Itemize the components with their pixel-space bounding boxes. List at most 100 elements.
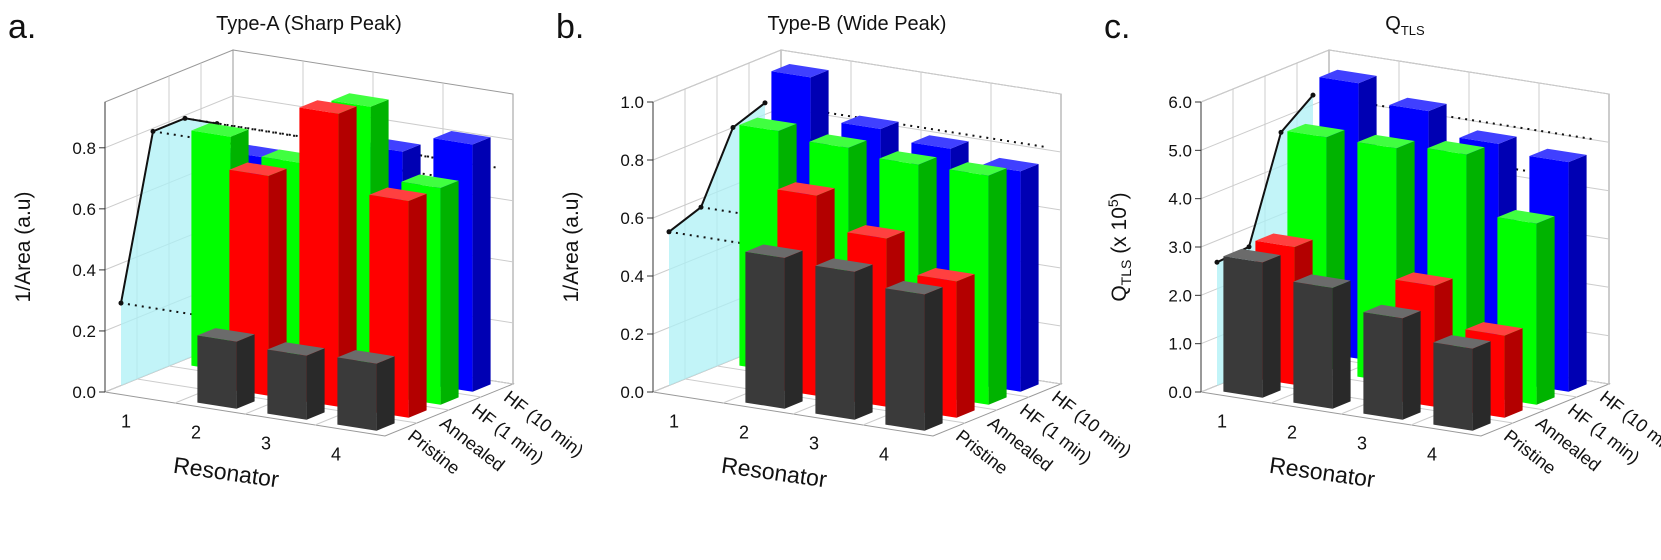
bar-top bbox=[1255, 233, 1313, 247]
panel-label: b. bbox=[556, 8, 584, 46]
bar-side bbox=[1568, 154, 1587, 392]
bar-top bbox=[847, 225, 905, 239]
grid-line bbox=[1200, 49, 1610, 103]
y-tick-label: 0.2 bbox=[72, 322, 96, 341]
bar-top bbox=[267, 342, 325, 356]
bar-top bbox=[885, 281, 943, 295]
bar-top bbox=[1357, 134, 1415, 149]
y-tick-label: 0.4 bbox=[620, 267, 644, 286]
x-tick-label: 1 bbox=[669, 412, 679, 432]
y-tick-label: 0.4 bbox=[72, 261, 96, 280]
bar-top bbox=[433, 131, 491, 145]
bar-side bbox=[408, 193, 427, 418]
bar-top bbox=[911, 135, 969, 149]
bar-top bbox=[815, 258, 873, 272]
bar-side bbox=[236, 334, 255, 409]
x-axis-label: Resonator bbox=[172, 452, 281, 493]
bar-front bbox=[815, 265, 855, 420]
bar-top bbox=[777, 182, 835, 196]
bar-front bbox=[197, 335, 237, 409]
bar-front bbox=[1433, 342, 1473, 431]
bar-top bbox=[1465, 322, 1523, 336]
y-tick-label: 0.0 bbox=[72, 383, 96, 402]
y-axis-label: QTLS (x 105) bbox=[1105, 192, 1134, 301]
bar-top bbox=[1427, 141, 1485, 155]
bar-side bbox=[1402, 310, 1421, 420]
bar-top bbox=[401, 174, 459, 188]
bar-front bbox=[267, 349, 307, 420]
bar-top bbox=[981, 157, 1039, 172]
bar-side bbox=[1262, 255, 1281, 398]
x-axis-label: Resonator bbox=[720, 452, 829, 493]
bar-top bbox=[1529, 148, 1587, 163]
wall-dotted bbox=[764, 101, 1046, 148]
bar-side bbox=[1332, 280, 1351, 409]
bar-side bbox=[338, 106, 357, 407]
y-label-part: ) bbox=[1108, 192, 1131, 199]
bar-top bbox=[1433, 335, 1491, 349]
bar-front bbox=[745, 251, 785, 409]
bar-top bbox=[337, 350, 395, 364]
title-subscript: TLS bbox=[1401, 23, 1425, 38]
panel-label: a. bbox=[8, 8, 36, 46]
grid-line bbox=[652, 49, 1062, 103]
wall-point bbox=[1246, 244, 1252, 250]
wall-point bbox=[666, 229, 672, 235]
wall-dotted bbox=[1312, 94, 1594, 141]
bar-side bbox=[440, 180, 459, 405]
y-tick-label: 1.0 bbox=[1168, 335, 1192, 354]
chart-title: Type-A (Sharp Peak) bbox=[216, 13, 402, 35]
bar-side bbox=[1020, 164, 1039, 392]
panel-label: c. bbox=[1104, 8, 1130, 46]
bar-side bbox=[988, 168, 1007, 405]
y-axis-label: 1/Area (a.u) bbox=[12, 192, 35, 303]
bar-side bbox=[376, 356, 395, 431]
bar-top bbox=[1395, 272, 1453, 286]
y-tick-label: 0.8 bbox=[620, 151, 644, 170]
bar-top bbox=[191, 123, 249, 137]
bar-front bbox=[337, 357, 377, 431]
x-tick-label: 1 bbox=[121, 412, 131, 432]
bar-front bbox=[1293, 281, 1333, 409]
wall-point bbox=[1310, 92, 1316, 98]
bar-top bbox=[1293, 274, 1351, 288]
x-tick-label: 2 bbox=[191, 423, 201, 443]
bar-side bbox=[956, 274, 975, 418]
y-tick-label: 5.0 bbox=[1168, 141, 1192, 160]
bar-top bbox=[841, 115, 899, 129]
bar-top bbox=[299, 100, 357, 114]
bar-top bbox=[369, 187, 427, 201]
y-tick-label: 4.0 bbox=[1168, 190, 1192, 209]
y-tick-label: 0.6 bbox=[620, 209, 644, 228]
bar-top bbox=[1363, 304, 1421, 319]
bar-side bbox=[306, 348, 325, 420]
bar-top bbox=[1389, 97, 1447, 112]
y-tick-label: 1.0 bbox=[620, 93, 644, 112]
bar-top bbox=[949, 162, 1007, 176]
grid-line bbox=[104, 95, 514, 149]
bar-side bbox=[924, 287, 943, 431]
bar-top bbox=[229, 162, 287, 176]
wall-point bbox=[730, 125, 736, 130]
wall-point bbox=[1214, 259, 1220, 265]
bar-side bbox=[1504, 328, 1523, 418]
bar-top bbox=[331, 93, 389, 107]
bar-top bbox=[917, 268, 975, 282]
y-tick-label: 0.0 bbox=[620, 383, 644, 402]
x-tick-label: 3 bbox=[261, 434, 271, 454]
bar-side bbox=[472, 137, 491, 392]
chart-title: QTLS bbox=[1385, 13, 1425, 38]
x-tick-label: 4 bbox=[331, 445, 341, 465]
bar-top bbox=[1223, 248, 1281, 263]
y-label-part: 5 bbox=[1105, 199, 1121, 207]
bar-side bbox=[784, 250, 803, 409]
bar-top bbox=[745, 244, 803, 258]
bar-top bbox=[1459, 130, 1517, 144]
bar-top bbox=[879, 151, 937, 165]
y-tick-label: 0.2 bbox=[620, 325, 644, 344]
bar-front bbox=[299, 107, 339, 407]
bar-top bbox=[1319, 69, 1377, 84]
bar-top bbox=[1497, 210, 1555, 224]
bar-top bbox=[197, 328, 255, 342]
title-text: Q bbox=[1385, 13, 1401, 35]
